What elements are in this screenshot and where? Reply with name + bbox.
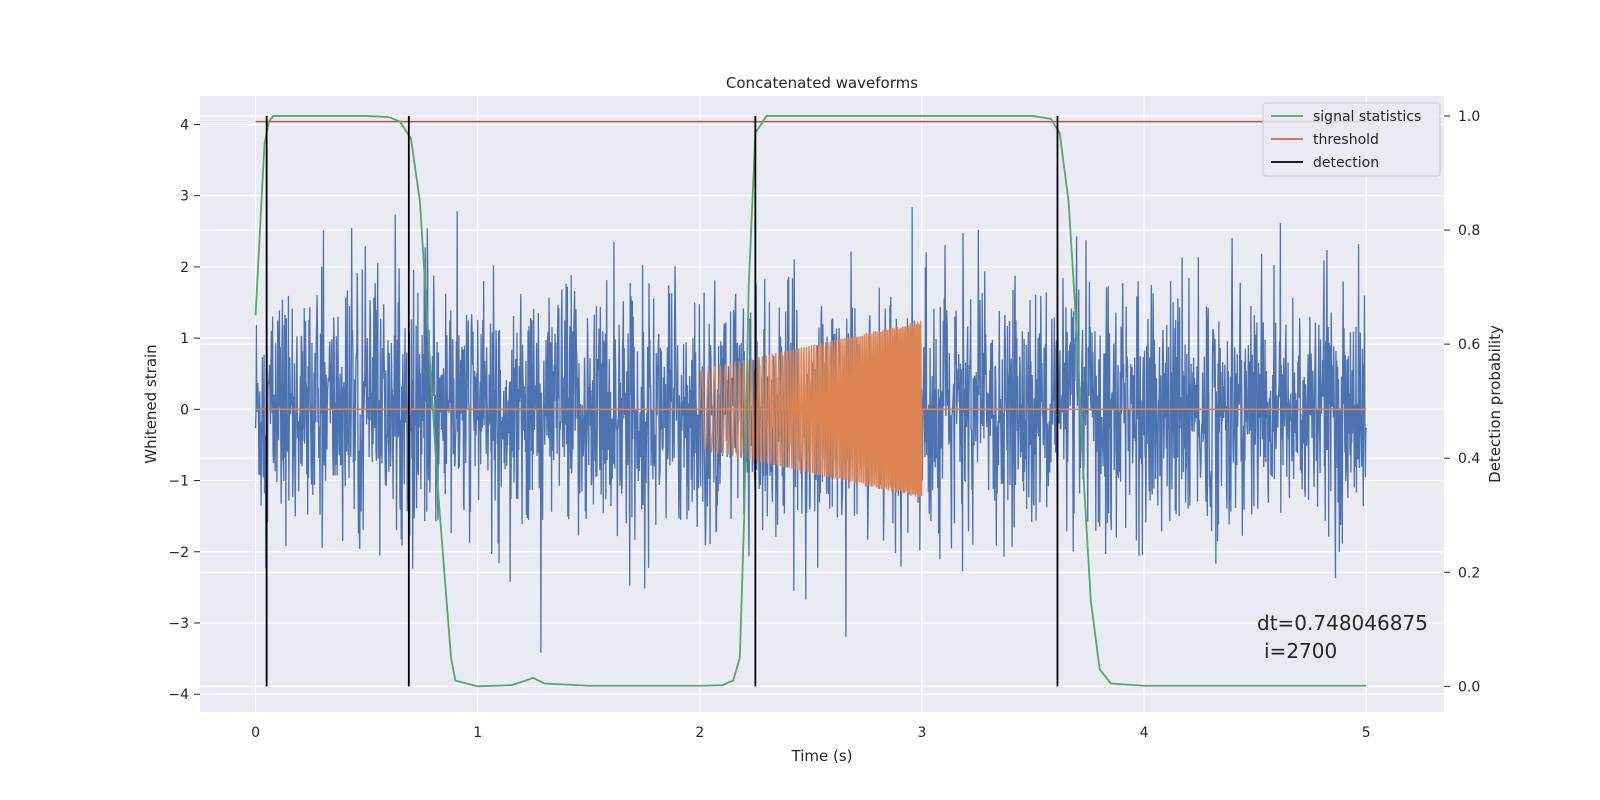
- y-tick-label: 2: [180, 260, 189, 276]
- y-tick-label: −2: [168, 545, 189, 561]
- legend-label-detection: detection: [1313, 155, 1379, 171]
- y2-tick-label: 0.6: [1458, 337, 1480, 353]
- y2-axis-label: Detection probability: [1486, 325, 1504, 483]
- annotation-i: i=2700: [1264, 639, 1337, 663]
- y2-tick-label: 0.4: [1458, 451, 1480, 467]
- y-tick-label: 0: [180, 402, 189, 418]
- x-tick-label: 3: [918, 725, 927, 741]
- y-tick-label: −4: [168, 687, 189, 703]
- detection-lines: [265, 115, 1059, 687]
- legend-label-signal-statistics: signal statistics: [1313, 109, 1421, 125]
- x-axis-ticks: 0 1 2 3 4 5: [251, 725, 1371, 741]
- y-tick-label: 1: [180, 331, 189, 347]
- legend-box: [1262, 102, 1441, 177]
- legend-label-threshold: threshold: [1313, 132, 1379, 148]
- x-tick-label: 0: [251, 725, 260, 741]
- x-tick-label: 4: [1140, 725, 1149, 741]
- x-tick-label: 1: [473, 725, 482, 741]
- y2-tick-label: 0.8: [1458, 223, 1480, 239]
- legend: signal statistics threshold detection: [1262, 102, 1441, 177]
- y2-axis-ticks: 0.0 0.2 0.4 0.6 0.8 1.0: [1444, 109, 1480, 695]
- x-axis-label: Time (s): [791, 747, 853, 765]
- annotation-dt: dt=0.748046875: [1257, 611, 1428, 635]
- y-tick-label: 4: [180, 117, 189, 133]
- y2-tick-label: 1.0: [1458, 109, 1480, 125]
- y-axis-label: Whitened strain: [142, 344, 160, 463]
- y-tick-label: −1: [168, 474, 189, 490]
- x-tick-label: 2: [695, 725, 704, 741]
- chart-title: Concatenated waveforms: [726, 74, 918, 92]
- y2-tick-label: 0.0: [1458, 679, 1480, 695]
- y-tick-label: −3: [168, 616, 189, 632]
- y-axis-ticks: −4 −3 −2 −1 0 1 2 3 4: [168, 117, 200, 703]
- y2-tick-label: 0.2: [1458, 565, 1480, 581]
- x-tick-label: 5: [1362, 725, 1371, 741]
- y-tick-label: 3: [180, 189, 189, 205]
- signal-statistics-series: [254, 115, 1367, 688]
